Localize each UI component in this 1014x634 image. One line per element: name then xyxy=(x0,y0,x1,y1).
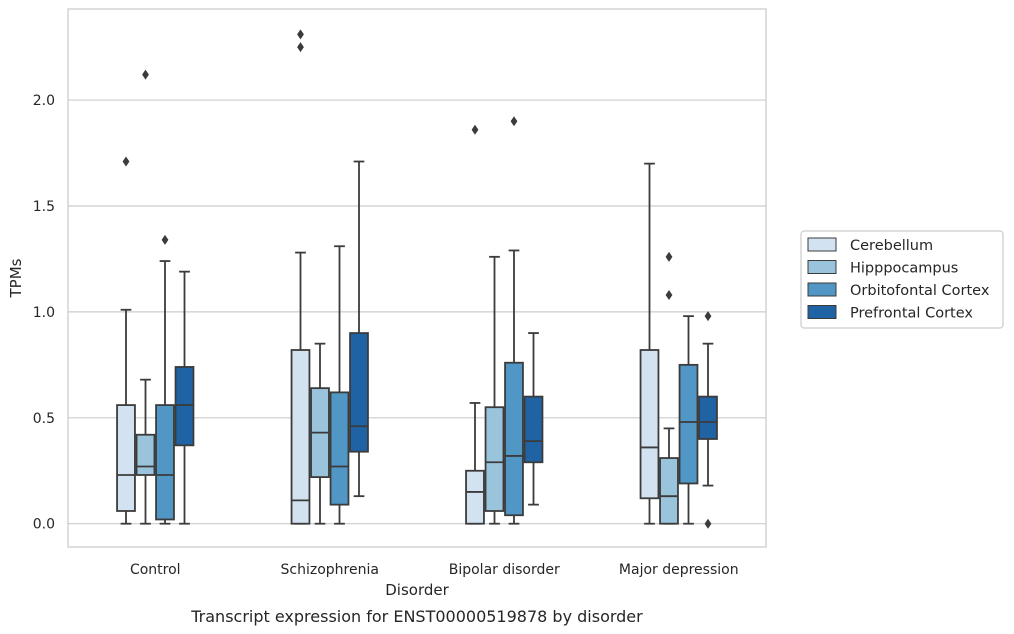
outlier-point xyxy=(122,156,130,167)
x-tick-label: Control xyxy=(130,562,181,578)
boxes xyxy=(116,29,718,529)
legend: Cerebellum Hipppocampus Orbitofontal Corte… xyxy=(800,230,1004,329)
box-iqr xyxy=(349,332,369,453)
box-iqr xyxy=(135,433,156,476)
box-iqr xyxy=(116,404,136,512)
box-element xyxy=(659,251,679,525)
outlier-point xyxy=(161,234,169,245)
box-iqr xyxy=(698,395,718,440)
box-element xyxy=(698,311,718,529)
outlier-point xyxy=(665,251,673,262)
legend-frame xyxy=(800,230,1004,329)
legend-label: Cerebellum xyxy=(850,238,933,254)
box-element xyxy=(174,270,195,525)
x-axis-title: Disorder xyxy=(385,581,449,599)
y-tick-label: 0.0 xyxy=(33,517,55,533)
y-tick-label: 0.5 xyxy=(33,411,55,427)
box-element xyxy=(155,234,175,525)
y-tick-label: 2.0 xyxy=(33,93,55,109)
outlier-point xyxy=(471,124,479,135)
figure-caption: Transcript expression for ENST0000051987… xyxy=(190,607,643,626)
box-iqr xyxy=(659,457,679,525)
box-iqr xyxy=(155,404,175,521)
plot-frame xyxy=(67,8,767,548)
x-tick-label: Schizophrenia xyxy=(281,562,379,578)
box-iqr xyxy=(678,363,699,485)
y-tick-label: 1.5 xyxy=(33,199,55,215)
x-tick-label: Major depression xyxy=(619,562,739,578)
box-iqr xyxy=(465,469,485,525)
box-element xyxy=(135,69,156,525)
outlier-point xyxy=(297,42,304,53)
box-iqr xyxy=(523,395,544,464)
outlier-point xyxy=(297,29,304,40)
box-element xyxy=(484,255,505,525)
box-element xyxy=(639,162,660,525)
y-tick-label: 1.0 xyxy=(33,305,55,321)
legend-swatch xyxy=(807,305,837,319)
outlier-point xyxy=(665,289,673,300)
legend-label: Hipppocampus xyxy=(850,261,958,277)
box-element xyxy=(523,332,544,506)
box-iqr xyxy=(174,366,195,447)
outlier-point xyxy=(510,116,518,127)
legend-swatch xyxy=(807,282,837,297)
outlier-point xyxy=(704,518,712,529)
box-element xyxy=(504,116,524,525)
box-iqr xyxy=(329,391,350,506)
box-element xyxy=(329,245,350,525)
x-tick-label: Bipolar disorder xyxy=(449,562,560,578)
box-iqr xyxy=(484,406,505,512)
box-iqr xyxy=(290,349,311,525)
axis-ticks: 0.0 0.5 1.0 1.5 2.0 Control Schizophrenia Bipol… xyxy=(33,93,739,578)
box-element xyxy=(290,29,311,525)
box-element xyxy=(116,156,136,525)
legend-swatch xyxy=(807,237,837,252)
box-element xyxy=(465,124,485,525)
box-element xyxy=(310,342,330,525)
box-iqr xyxy=(639,349,660,500)
box-element xyxy=(349,160,369,498)
legend-label: Orbitofontal Cortex xyxy=(850,283,990,299)
y-axis-title: TPMs xyxy=(7,258,25,298)
box-element xyxy=(678,315,699,525)
box-iqr xyxy=(504,361,524,517)
legend-swatch xyxy=(807,260,837,274)
outlier-point xyxy=(704,311,712,322)
legend-label: Prefrontal Cortex xyxy=(850,306,973,322)
outlier-point xyxy=(142,69,149,80)
